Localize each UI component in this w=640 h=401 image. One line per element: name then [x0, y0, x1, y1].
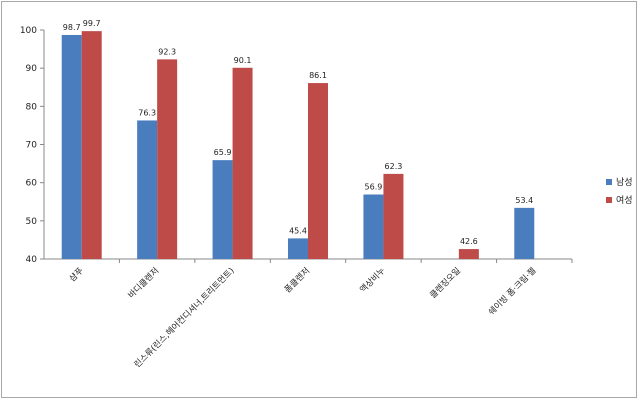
legend-label: 여성: [616, 194, 633, 206]
data-label: 56.9: [365, 182, 383, 191]
data-label: 65.9: [214, 148, 232, 157]
female-bar: [157, 59, 178, 259]
legend-swatch: [606, 197, 612, 203]
data-label: 86.1: [309, 71, 327, 80]
male-bar: [288, 238, 308, 259]
category-label: 폼클렌저: [282, 265, 312, 295]
data-label: 99.7: [83, 19, 101, 28]
female-bar: [308, 83, 328, 259]
category-label: 액상비누: [358, 265, 388, 295]
male-bar: [137, 120, 158, 259]
data-label: 90.1: [234, 56, 252, 65]
y-tick-label: 60: [26, 179, 38, 189]
category-label: 바디클렌저: [126, 265, 161, 300]
y-tick-label: 100: [20, 26, 37, 36]
female-bar: [383, 173, 404, 259]
data-label: 45.4: [289, 226, 307, 235]
male-bar: [61, 34, 82, 259]
male-bar: [212, 160, 233, 259]
data-label: 92.3: [158, 47, 176, 56]
y-tick-label: 40: [26, 255, 38, 265]
y-tick-label: 50: [26, 217, 38, 227]
y-tick-label: 90: [26, 64, 38, 74]
category-label: 클렌징오일: [428, 265, 463, 300]
y-tick-label: 70: [26, 141, 38, 151]
legend-label: 남성: [616, 177, 633, 188]
y-tick-label: 80: [26, 102, 38, 112]
female-bar: [232, 67, 253, 259]
female-bar: [458, 249, 479, 259]
female-bar: [81, 31, 102, 259]
category-label: 쉐이빙 폼·크림·젤: [486, 265, 538, 317]
data-label: 76.3: [138, 108, 156, 117]
data-label: 98.7: [63, 23, 81, 32]
data-label: 42.6: [460, 237, 478, 246]
legend-swatch: [606, 179, 612, 185]
male-bar: [363, 194, 384, 259]
data-label: 53.4: [515, 196, 533, 205]
category-label: 샴푸: [67, 265, 86, 284]
male-bar: [514, 207, 535, 259]
data-label: 62.3: [385, 162, 403, 171]
